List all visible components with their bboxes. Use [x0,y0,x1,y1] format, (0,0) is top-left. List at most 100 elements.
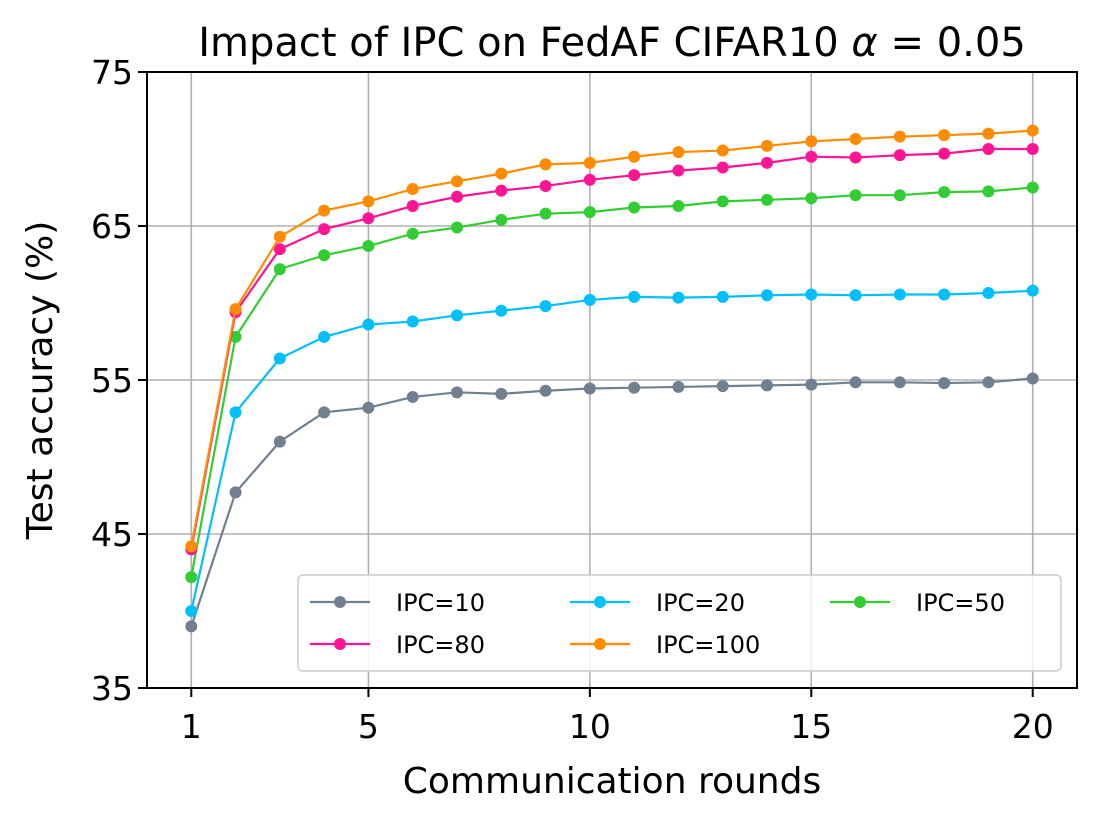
data-point [539,207,552,220]
data-point [893,288,906,301]
series-line-2 [190,289,1033,612]
series-line-5 [190,129,1033,547]
data-point [583,293,596,306]
data-point [716,144,729,157]
data-point [495,184,508,197]
data-point [938,186,951,199]
data-point [893,189,906,202]
data-point [805,135,818,148]
data-point [273,263,286,276]
data-point [849,151,862,164]
data-point [318,249,331,262]
data-point [185,605,198,617]
data-point [539,300,552,313]
series-layer [185,124,1039,633]
data-point [805,192,818,205]
data-point [672,146,685,159]
data-point [406,183,419,196]
data-point [229,303,242,316]
data-point [805,288,818,301]
data-point [362,212,375,225]
y-tick-label: 65 [91,207,133,246]
data-point [1026,372,1039,385]
data-point [1026,124,1039,137]
data-point [451,386,463,399]
data-point [1026,284,1039,297]
data-point [451,190,463,203]
data-point [495,213,508,226]
data-point [672,164,685,177]
legend-box [297,574,1062,672]
data-point [761,139,773,152]
data-point [318,406,331,419]
data-point [406,390,419,403]
data-point [406,315,419,328]
data-point [583,206,596,219]
data-point [716,290,729,303]
data-point [672,291,685,304]
data-point [628,290,641,303]
data-point [982,376,995,389]
legend-marker [854,596,866,608]
data-point [539,384,552,397]
data-point [229,406,242,419]
legend-marker [594,638,606,650]
data-point [761,289,773,302]
chart-title: Impact of IPC on FedAF CIFAR10 α = 0.05 [198,20,1026,66]
data-point [849,376,862,389]
x-axis-label: Communication rounds [403,761,821,802]
y-tick-label: 75 [91,53,133,92]
data-point [672,380,685,393]
data-point [318,223,331,236]
data-point [628,381,641,394]
data-point [982,143,995,155]
data-point [938,129,951,142]
x-tick-label: 5 [358,707,379,746]
series-line-4 [190,147,1033,550]
data-point [495,387,508,400]
data-point [1026,181,1039,194]
data-point [406,199,419,212]
data-point [362,195,375,208]
data-point [982,185,995,198]
data-point [716,380,729,393]
legend: IPC=10 IPC=20 IPC=50 IPC=80 IPC=100 [297,574,1062,672]
x-tick-label: 20 [1012,707,1054,746]
data-point [185,620,198,633]
data-point [628,201,641,214]
legend-label: IPC=50 [916,589,1005,617]
data-point [362,240,375,253]
data-point [938,288,951,301]
data-point [761,193,773,206]
legend-marker [334,596,346,608]
data-point [716,195,729,208]
series-line-3 [190,186,1033,578]
data-point [451,309,463,322]
y-axis-label: Test accuracy (%) [20,221,61,541]
data-point [893,130,906,143]
data-point [805,378,818,391]
data-point [805,150,818,163]
data-point [583,382,596,395]
legend-label: IPC=10 [396,589,485,617]
data-point [849,189,862,202]
data-point [451,221,463,234]
data-point [273,230,286,243]
data-point [893,376,906,389]
data-point [672,199,685,212]
data-point [362,318,375,331]
data-point [938,147,951,160]
data-point [849,289,862,302]
y-tick-label: 55 [91,361,133,400]
legend-label: IPC=80 [396,631,485,659]
data-point [273,243,286,256]
legend-label: IPC=100 [656,631,760,659]
data-point [495,304,508,317]
data-point [982,127,995,140]
data-point [185,571,198,584]
data-point [539,158,552,171]
data-point [761,156,773,169]
legend-label: IPC=20 [656,589,745,617]
